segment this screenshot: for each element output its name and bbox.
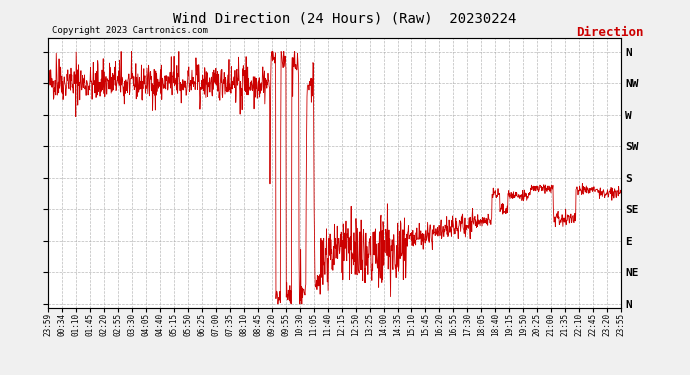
Text: Copyright 2023 Cartronics.com: Copyright 2023 Cartronics.com xyxy=(52,26,208,35)
Text: Wind Direction (24 Hours) (Raw)  20230224: Wind Direction (24 Hours) (Raw) 20230224 xyxy=(173,11,517,25)
Text: Direction: Direction xyxy=(576,26,644,39)
